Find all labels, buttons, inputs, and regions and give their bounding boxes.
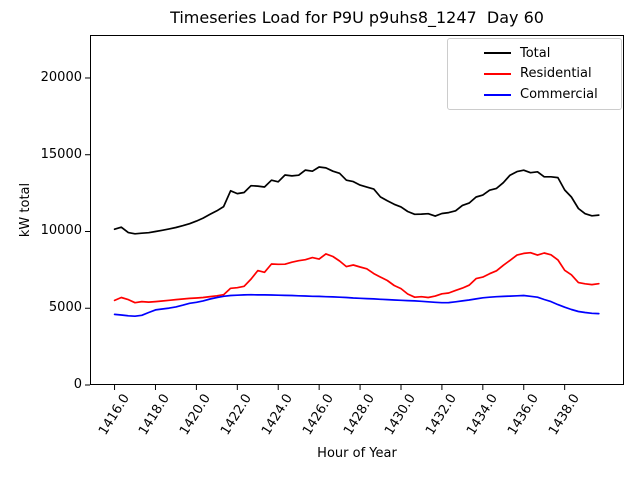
legend-row-total: Total: [484, 46, 615, 61]
y-tick-label: 10000: [40, 223, 82, 239]
y-tick-label: 15000: [40, 146, 82, 162]
legend-label-total: Total: [520, 45, 551, 61]
residential-line-swatch: [484, 72, 511, 75]
legend-label-commercial: Commercial: [520, 87, 598, 103]
legend-row-residential: Residential: [484, 66, 615, 81]
y-tick-label: 20000: [40, 69, 82, 85]
y-tick-label: 5000: [48, 300, 82, 316]
total-line-swatch: [484, 52, 511, 55]
y-tick-label: 0: [73, 377, 82, 392]
commercial-line-swatch: [484, 93, 511, 96]
legend-label-residential: Residential: [520, 66, 592, 82]
commercial-line: [113, 293, 600, 318]
legend-row-commercial: Commercial: [484, 87, 615, 102]
x-axis-label: Hour of Year: [317, 446, 397, 461]
residential-line: [113, 251, 600, 304]
legend: Total Residential Commercial: [447, 38, 622, 110]
chart-title: Timeseries Load for P9U p9uhs8_1247 Day …: [170, 8, 544, 27]
total-line: [113, 166, 600, 235]
